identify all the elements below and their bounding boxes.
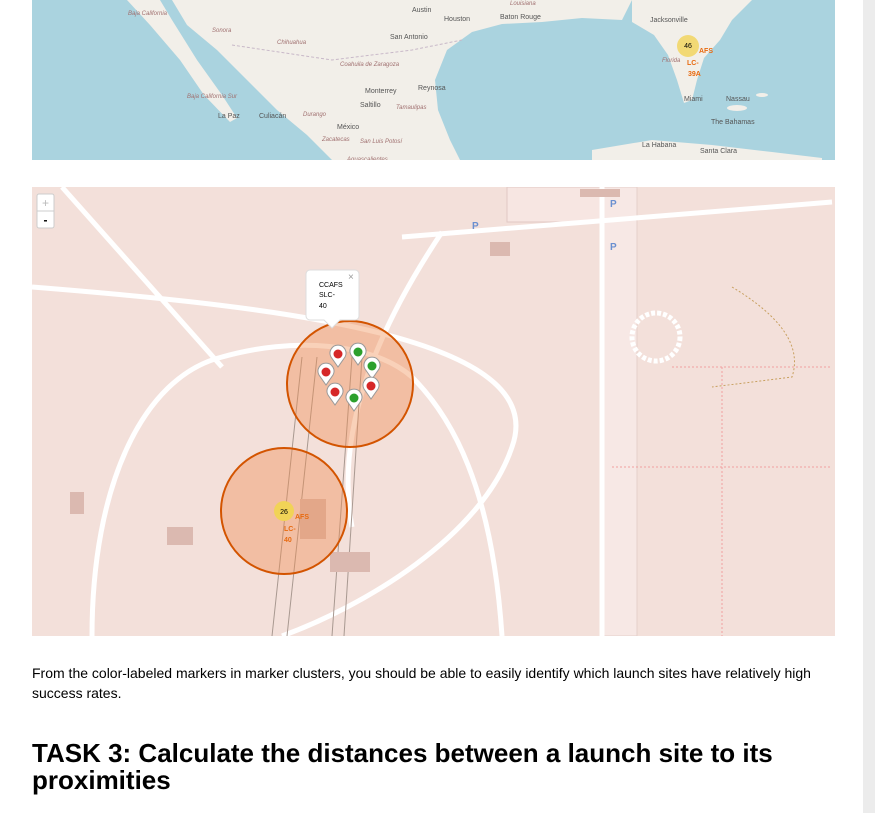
map-label: Coahuila de Zaragoza: [340, 62, 400, 68]
parking-label: P: [610, 242, 617, 253]
cluster-count: 46: [684, 43, 692, 50]
map-label: Reynosa: [418, 85, 446, 92]
roads: [32, 187, 833, 636]
heading: TASK 3: Calculate the distances between …: [32, 738, 773, 795]
zoom-in[interactable]: +: [42, 196, 49, 210]
popup-text: CCAFS: [319, 282, 343, 289]
map-label: Baja California Sur: [187, 94, 238, 100]
map-label: Aguascalientes: [346, 157, 388, 160]
marker[interactable]: [362, 376, 380, 400]
map-label: The Bahamas: [711, 119, 755, 126]
map-label: San Luis Potosí: [360, 139, 403, 145]
map-label: Chihuahua: [277, 40, 307, 46]
marker[interactable]: [363, 356, 381, 380]
map-label: Culiacán: [259, 113, 286, 120]
detail-map[interactable]: P P P 26 AFS LC- 40 × CCAFS SLC- 40 + -: [32, 187, 835, 636]
mainland: [172, 0, 632, 160]
map-label: San Antonio: [390, 34, 428, 41]
popup-close[interactable]: ×: [348, 272, 354, 283]
building: [490, 242, 510, 256]
map-label: Miami: [684, 96, 703, 103]
map-label: Houston: [444, 16, 470, 23]
map-label: La Habana: [642, 142, 676, 149]
map-label: Louisiana: [510, 1, 536, 7]
marker[interactable]: [329, 344, 347, 368]
popup-text: SLC-: [319, 292, 336, 299]
map-label: Nassau: [726, 96, 750, 103]
map-label: Monterrey: [365, 88, 397, 95]
marker[interactable]: [345, 388, 363, 412]
parking-label: P: [610, 199, 617, 210]
popup-text: 40: [319, 303, 327, 310]
map-label: Santa Clara: [700, 148, 737, 155]
paragraph: From the color-labeled markers in marker…: [32, 665, 811, 701]
cluster-count: 26: [280, 509, 288, 516]
cluster-label: 40: [284, 537, 292, 544]
cluster-label: AFS: [699, 48, 713, 55]
overview-map[interactable]: Baja California Sonora Chihuahua Coahuil…: [32, 0, 835, 160]
island: [756, 93, 768, 97]
map-label: Baja California: [128, 11, 168, 17]
map-label: Sonora: [212, 28, 232, 34]
cluster-label: LC-: [687, 60, 699, 67]
cluster[interactable]: [677, 35, 699, 57]
area: [601, 187, 638, 636]
building: [70, 492, 84, 514]
marker[interactable]: [349, 342, 367, 366]
map-label: Tamaulipas: [396, 105, 426, 111]
island: [727, 105, 747, 111]
marker[interactable]: [326, 382, 344, 406]
building: [167, 527, 193, 545]
popup: × CCAFS SLC- 40: [305, 269, 360, 329]
parking-label: P: [472, 221, 479, 232]
map-label: Jacksonville: [650, 17, 688, 24]
map-label: Austin: [412, 7, 432, 14]
building: [580, 189, 620, 197]
building: [330, 552, 370, 572]
marker[interactable]: [317, 362, 335, 386]
map-label: Saltillo: [360, 102, 381, 109]
markers: [317, 342, 381, 412]
map-label: La Paz: [218, 113, 240, 120]
border: [231, 39, 463, 61]
map-label: Zacatecas: [321, 137, 350, 143]
map-label: Baton Rouge: [500, 14, 541, 21]
map-label: México: [337, 124, 359, 131]
map-label: Florida: [662, 58, 681, 64]
scrollbar[interactable]: [863, 0, 875, 813]
cluster-label: AFS: [295, 514, 309, 521]
zoom-out[interactable]: -: [44, 213, 48, 227]
cuba: [592, 140, 822, 160]
track: [629, 310, 683, 364]
map-label: Durango: [303, 112, 327, 118]
cluster-label: LC-: [284, 526, 296, 533]
boundary: [612, 366, 832, 636]
cluster-badge[interactable]: [274, 501, 294, 521]
baja: [127, 0, 237, 122]
cluster-label: 39A: [688, 71, 701, 78]
zoom-control: + -: [36, 193, 55, 229]
building: [300, 499, 326, 539]
cluster-circle[interactable]: [286, 320, 414, 448]
land: [32, 187, 835, 636]
path: [711, 286, 795, 388]
